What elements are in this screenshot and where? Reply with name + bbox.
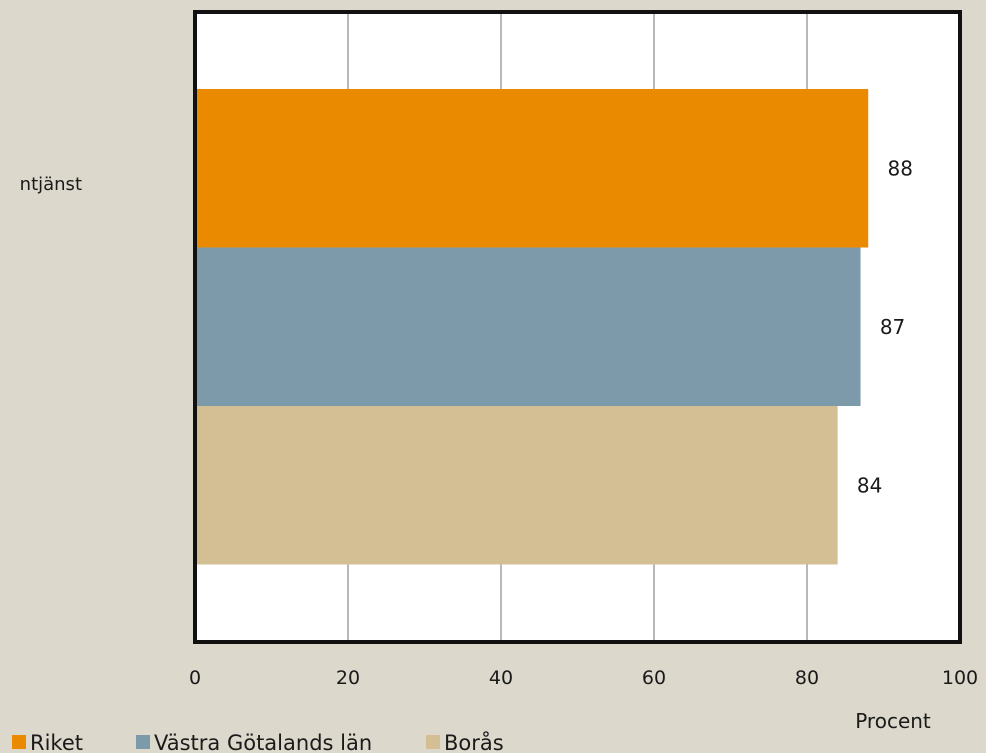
legend-swatch <box>426 735 440 749</box>
x-tick-label: 100 <box>942 667 978 689</box>
data-label: 87 <box>880 315 905 339</box>
x-axis-title: Procent <box>855 709 931 733</box>
x-tick-label: 20 <box>336 667 360 689</box>
bar-västra-götalands-län <box>195 247 861 406</box>
bar-borås <box>195 406 838 565</box>
legend-swatch <box>12 735 26 749</box>
category-label: ntjänst <box>20 174 82 195</box>
x-tick-label: 40 <box>489 667 513 689</box>
x-tick-label: 60 <box>642 667 666 689</box>
legend: Riket Västra Götalands län Borås <box>12 730 504 753</box>
x-tick-label: 0 <box>189 667 201 689</box>
legend-label: Riket <box>30 731 83 753</box>
bars <box>195 89 869 565</box>
legend-label: Borås <box>444 730 504 753</box>
data-label: 88 <box>887 156 912 180</box>
legend-swatch <box>136 735 150 749</box>
value-labels: 88 87 84 <box>857 156 913 497</box>
data-label: 84 <box>857 473 882 497</box>
legend-label: Västra Götalands län <box>154 731 372 753</box>
x-tick-labels: 0 20 40 60 80 100 <box>189 667 978 689</box>
plot-frame <box>193 10 962 644</box>
x-tick-label: 80 <box>795 667 819 689</box>
bar-riket <box>195 89 869 248</box>
